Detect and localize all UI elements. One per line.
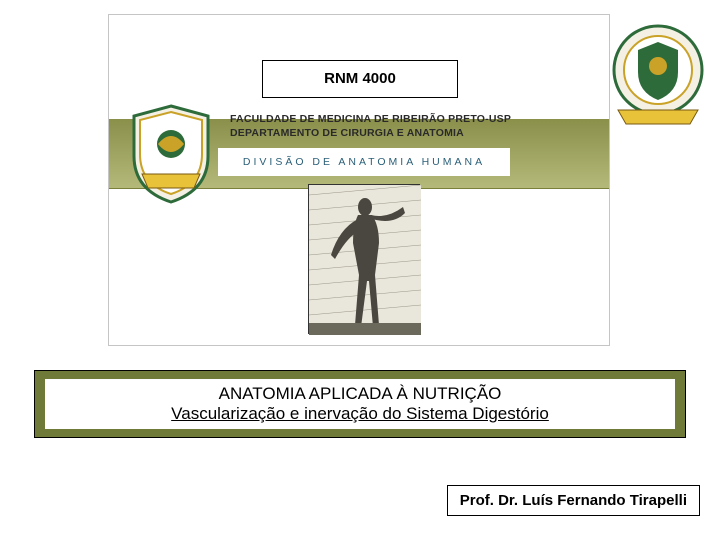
title-bar: ANATOMIA APLICADA À NUTRIÇÃO Vasculariza… — [34, 370, 686, 438]
title-line-1: ANATOMIA APLICADA À NUTRIÇÃO — [219, 384, 502, 404]
vesalius-figure-icon — [308, 184, 420, 334]
professor-box: Prof. Dr. Luís Fernando Tirapelli — [447, 485, 700, 516]
title-inner: ANATOMIA APLICADA À NUTRIÇÃO Vasculariza… — [45, 379, 675, 429]
course-code-box: RNM 4000 — [262, 60, 458, 98]
crest-right-icon — [612, 24, 704, 130]
title-line-2: Vascularização e inervação do Sistema Di… — [171, 404, 549, 424]
crest-left-icon — [128, 104, 214, 204]
faculty-block: FACULDADE DE MEDICINA DE RIBEIRÃO PRETO-… — [230, 112, 530, 140]
faculty-line-1: FACULDADE DE MEDICINA DE RIBEIRÃO PRETO-… — [230, 112, 530, 126]
faculty-line-2: DEPARTAMENTO DE CIRURGIA E ANATOMIA — [230, 126, 530, 140]
division-text: DIVISÃO DE ANATOMIA HUMANA — [243, 156, 485, 168]
division-box: DIVISÃO DE ANATOMIA HUMANA — [218, 148, 510, 176]
